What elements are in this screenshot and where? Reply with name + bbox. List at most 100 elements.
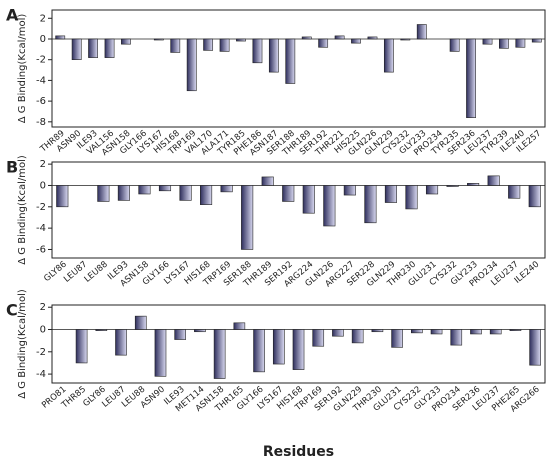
bar: [450, 329, 463, 346]
y-tick-label: 2: [40, 13, 46, 24]
bar: [508, 185, 521, 199]
y-tick-label: -2: [36, 347, 46, 358]
bar: [528, 185, 541, 208]
bar: [467, 183, 480, 186]
bar: [236, 38, 246, 42]
y-tick-label: -6: [36, 96, 46, 107]
bar: [531, 38, 542, 43]
bar: [371, 329, 384, 333]
y-tick-label: 2: [40, 302, 46, 313]
bar: [153, 38, 164, 41]
bar: [88, 38, 98, 58]
bar: [383, 38, 394, 73]
bar: [334, 35, 345, 40]
bar: [121, 38, 131, 45]
y-tick-label: -4: [36, 75, 46, 86]
bar: [446, 185, 459, 187]
y-tick-label: 0: [40, 325, 46, 336]
plot-frame: [51, 304, 546, 384]
bar: [268, 38, 279, 73]
bar: [292, 329, 305, 370]
bar: [400, 38, 411, 41]
y-axis-label: Δ G Binding(Kcal/mol): [17, 289, 28, 399]
bar: [253, 329, 265, 373]
bar: [384, 185, 397, 203]
bar: [252, 38, 263, 64]
bar: [318, 38, 329, 48]
x-tick-label: LEU88: [83, 260, 110, 285]
bar: [220, 185, 233, 193]
bar: [482, 38, 493, 45]
panel-label: C: [6, 301, 18, 320]
bar: [233, 322, 246, 330]
bar: [117, 185, 130, 201]
bar: [75, 329, 88, 364]
panel-label: A: [6, 6, 19, 25]
bar: [158, 185, 172, 192]
y-tick-label: -8: [36, 117, 46, 128]
bar: [367, 36, 378, 40]
bar: [470, 329, 482, 335]
y-tick-label: -2: [36, 202, 46, 213]
bar: [203, 38, 214, 51]
bar: [410, 329, 423, 334]
bar: [138, 185, 151, 195]
bar: [351, 329, 364, 344]
y-axis-label: Δ G Binding(Kcal/mol): [17, 155, 28, 265]
bar: [56, 185, 69, 208]
y-axis-label: Δ G Binding(Kcal/mol): [17, 14, 28, 124]
bar: [529, 329, 541, 366]
bar: [200, 185, 213, 205]
bar: [509, 329, 522, 331]
bar: [515, 38, 526, 48]
bar: [219, 38, 230, 52]
bar: [115, 329, 127, 356]
y-tick-label: -4: [36, 369, 46, 380]
plot-frame: [51, 161, 546, 259]
bar: [261, 176, 274, 186]
bar: [71, 38, 82, 60]
bar: [194, 329, 206, 333]
bar: [487, 175, 500, 186]
bar: [449, 38, 460, 52]
bar: [312, 329, 325, 347]
bar: [364, 185, 377, 224]
y-tick-label: -6: [36, 244, 46, 255]
bar: [97, 185, 110, 202]
bar: [391, 329, 403, 348]
bar: [170, 38, 181, 53]
bar: [174, 329, 187, 340]
bar: [213, 329, 226, 379]
bar: [405, 185, 418, 210]
y-tick-label: -2: [36, 55, 46, 66]
bar: [301, 36, 312, 40]
bar: [95, 329, 108, 331]
bar: [416, 24, 427, 40]
bar: [179, 185, 192, 201]
bar: [302, 185, 315, 214]
y-tick-label: 2: [40, 159, 46, 170]
x-axis-label: Residues: [263, 444, 334, 460]
bar: [323, 185, 336, 227]
bar: [134, 315, 147, 330]
bar: [351, 38, 361, 44]
y-tick-label: 0: [40, 180, 46, 191]
bar: [489, 329, 502, 335]
bar: [186, 38, 197, 92]
y-tick-label: 0: [40, 34, 46, 45]
bar: [104, 38, 115, 58]
plot-frame: [51, 9, 546, 128]
bar: [154, 329, 167, 377]
bar: [430, 329, 443, 335]
bar: [55, 35, 66, 40]
panel-label: B: [6, 158, 18, 177]
bar: [241, 185, 254, 250]
bar: [499, 38, 509, 49]
bar: [343, 185, 356, 196]
bar: [282, 185, 295, 202]
bar: [332, 329, 344, 337]
bar: [425, 185, 439, 195]
y-tick-label: -4: [36, 223, 46, 234]
bar: [272, 329, 285, 365]
